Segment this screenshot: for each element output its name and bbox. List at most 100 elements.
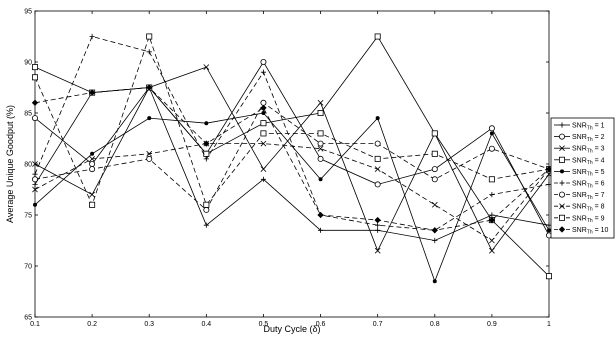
legend-label: SNRTh = 6 bbox=[572, 181, 605, 190]
legend-label-prefix: SNR bbox=[572, 181, 587, 188]
data-point bbox=[374, 166, 381, 172]
legend-marker bbox=[559, 156, 566, 163]
data-point bbox=[32, 186, 38, 193]
data-point bbox=[203, 150, 210, 157]
data-point bbox=[260, 99, 267, 106]
legend-marker bbox=[559, 145, 565, 152]
data-point bbox=[31, 99, 39, 106]
x-tick-label: 1 bbox=[547, 321, 551, 328]
data-point bbox=[488, 176, 495, 183]
data-point bbox=[146, 155, 153, 162]
series-7 bbox=[32, 99, 553, 213]
data-point bbox=[375, 227, 381, 233]
x-tick-label: 0.1 bbox=[30, 321, 40, 328]
legend-item: SNRTh = 9 bbox=[554, 214, 605, 224]
legend-item: SNRTh = 1 bbox=[554, 122, 605, 131]
data-point bbox=[431, 166, 438, 173]
legend-label-prefix: SNR bbox=[572, 146, 587, 153]
data-point bbox=[261, 111, 266, 116]
data-point bbox=[33, 202, 38, 207]
data-point bbox=[89, 191, 95, 198]
y-axis-label: Average Unique Goodput (%) bbox=[5, 105, 15, 223]
data-point bbox=[260, 176, 267, 182]
legend-label-subscript: Th bbox=[587, 230, 593, 236]
data-point bbox=[260, 120, 267, 127]
data-point bbox=[547, 228, 552, 233]
legend-item: SNRTh = 5 bbox=[554, 169, 605, 178]
x-axis-label: Duty Cycle (δ) bbox=[263, 324, 320, 334]
data-point bbox=[317, 211, 324, 219]
legend-item: SNRTh = 2 bbox=[554, 133, 605, 143]
data-point bbox=[374, 155, 381, 162]
data-point bbox=[374, 247, 381, 254]
legend-marker bbox=[559, 180, 565, 186]
legend-item: SNRTh = 7 bbox=[554, 191, 605, 201]
data-point bbox=[204, 121, 209, 126]
data-point bbox=[374, 216, 381, 224]
legend-marker bbox=[559, 133, 566, 140]
data-point bbox=[32, 161, 38, 167]
x-tick-label: 0.6 bbox=[316, 321, 326, 328]
data-point bbox=[203, 156, 209, 162]
data-point bbox=[488, 125, 495, 132]
data-point bbox=[203, 222, 209, 228]
legend-label-suffix: = 2 bbox=[593, 134, 605, 141]
y-tick-label: 85 bbox=[24, 111, 32, 118]
x-tick-label: 0.4 bbox=[201, 321, 211, 328]
data-point bbox=[317, 110, 324, 117]
data-point bbox=[89, 201, 96, 208]
legend-label-subscript: Th bbox=[587, 160, 593, 166]
data-point bbox=[203, 140, 210, 147]
data-point bbox=[489, 237, 495, 244]
x-tick-label: 0.3 bbox=[144, 321, 154, 328]
legend-label-subscript: Th bbox=[587, 218, 593, 224]
data-point bbox=[89, 166, 96, 173]
legend-label-suffix: = 6 bbox=[593, 181, 605, 188]
legend-item: SNRTh = 8 bbox=[554, 203, 605, 213]
data-point bbox=[317, 227, 324, 233]
legend-label: SNRTh = 10 bbox=[572, 227, 608, 236]
legend-label: SNRTh = 8 bbox=[572, 204, 605, 213]
data-point bbox=[147, 116, 152, 121]
y-tick-label: 90 bbox=[24, 60, 32, 67]
data-point bbox=[317, 140, 324, 147]
legend-label: SNRTh = 5 bbox=[572, 169, 605, 178]
legend-label: SNRTh = 4 bbox=[572, 157, 605, 166]
data-point bbox=[146, 150, 153, 157]
data-point bbox=[260, 166, 267, 172]
data-point bbox=[146, 49, 152, 55]
data-point bbox=[203, 64, 210, 70]
legend-label-subscript: Th bbox=[587, 172, 593, 178]
data-point bbox=[431, 150, 438, 157]
series-9 bbox=[32, 33, 553, 208]
legend-label-subscript: Th bbox=[587, 183, 593, 189]
legend-label-subscript: Th bbox=[587, 137, 593, 143]
y-tick-label: 70 bbox=[24, 264, 32, 271]
legend-item: SNRTh = 10 bbox=[554, 226, 608, 236]
legend-marker bbox=[559, 203, 565, 210]
series-line bbox=[34, 61, 550, 236]
legend-label-suffix: = 1 bbox=[593, 123, 605, 130]
data-point bbox=[146, 33, 153, 40]
x-tick-label: 0.5 bbox=[259, 321, 269, 328]
data-point bbox=[374, 181, 381, 188]
legend-label-suffix: = 10 bbox=[593, 227, 609, 234]
data-point bbox=[32, 74, 39, 81]
data-point bbox=[489, 131, 494, 136]
data-point bbox=[375, 222, 381, 228]
data-point bbox=[431, 130, 438, 137]
data-point bbox=[488, 216, 496, 224]
data-point bbox=[203, 201, 210, 208]
data-point bbox=[89, 156, 95, 162]
legend-marker bbox=[559, 214, 566, 221]
legend-label: SNRTh = 2 bbox=[572, 134, 605, 143]
legend-label: SNRTh = 3 bbox=[572, 146, 605, 155]
legend-label-subscript: Th bbox=[587, 149, 593, 155]
data-point bbox=[431, 201, 438, 208]
legend-item: SNRTh = 4 bbox=[554, 156, 605, 166]
legend-label-prefix: SNR bbox=[572, 227, 587, 234]
data-point bbox=[146, 84, 153, 91]
y-axis-ticks: 65 70 75 80 85 90 95 bbox=[24, 9, 549, 322]
